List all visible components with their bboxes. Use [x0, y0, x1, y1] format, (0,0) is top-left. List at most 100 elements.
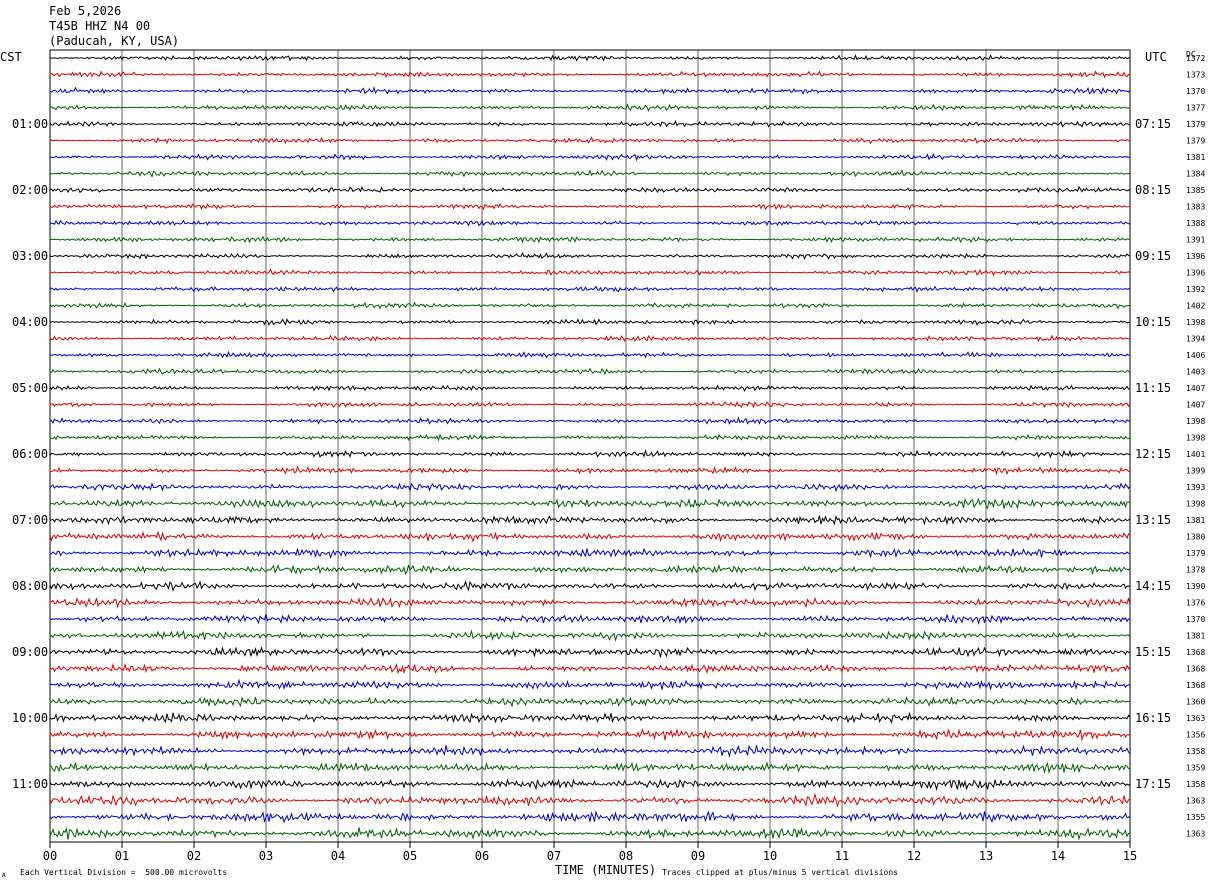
dc-offset-label: 1393 — [1186, 483, 1205, 492]
trace-22 — [49, 400, 1131, 409]
trace-18 — [49, 334, 1131, 343]
dc-offset-label: 1407 — [1186, 401, 1205, 410]
chart-station: T45B HHZ N4 00 — [49, 19, 151, 33]
dc-offset-label: 1394 — [1186, 335, 1205, 344]
dc-offset-label: 1368 — [1186, 648, 1205, 657]
trace-16 — [49, 301, 1131, 310]
dc-offset-label: 1381 — [1186, 153, 1205, 162]
dc-offset-label: 1379 — [1186, 549, 1205, 558]
dc-offset-label: 1396 — [1186, 269, 1205, 278]
dc-offset-label: 1359 — [1186, 764, 1205, 773]
dc-offset-label: 1373 — [1186, 71, 1205, 80]
right-time-label: 10:15 — [1135, 315, 1171, 329]
right-time-label: 13:15 — [1135, 513, 1171, 527]
trace-36 — [49, 629, 1131, 643]
trace-10 — [49, 203, 1131, 211]
dc-offset-label: 1363 — [1186, 714, 1205, 723]
trace-1 — [49, 54, 1131, 62]
x-tick-label-03: 03 — [259, 849, 273, 863]
dc-offset-label: 1381 — [1186, 632, 1205, 641]
x-tick-label-05: 05 — [403, 849, 417, 863]
x-tick-label-10: 10 — [763, 849, 777, 863]
clip-note: Traces clipped at plus/minus 5 vertical … — [662, 868, 899, 877]
chart-date: Feb 5,2026 — [49, 4, 122, 18]
dc-offset-label: 1376 — [1186, 599, 1205, 608]
left-time-label: 03:00 — [12, 249, 48, 263]
trace-24 — [49, 433, 1130, 442]
dc-offset-label: 1381 — [1186, 516, 1205, 525]
left-time-label: 09:00 — [12, 645, 48, 659]
dc-offset-label: 1378 — [1186, 566, 1205, 575]
x-axis-title: TIME (MINUTES) — [555, 863, 657, 877]
dc-offset-label: 1355 — [1186, 813, 1205, 822]
trace-14 — [49, 268, 1131, 277]
left-time-label: 08:00 — [12, 579, 48, 593]
scale-note: Each Vertical Division = 500.00 microvol… — [20, 868, 228, 877]
trace-39 — [49, 678, 1131, 691]
dc-offset-label: 1407 — [1186, 384, 1205, 393]
trace-5 — [49, 119, 1131, 128]
trace-26 — [49, 465, 1131, 476]
trace-44 — [49, 761, 1131, 775]
left-time-label: 01:00 — [12, 117, 48, 131]
trace-48 — [49, 826, 1131, 841]
trace-41 — [49, 711, 1131, 724]
x-tick-label-14: 14 — [1051, 849, 1065, 863]
trace-45 — [49, 778, 1131, 792]
left-time-label: 05:00 — [12, 381, 48, 395]
dc-offset-label: 1398 — [1186, 434, 1205, 443]
trace-13 — [49, 251, 1131, 261]
dc-offset-label: 1356 — [1186, 731, 1205, 740]
left-time-label: 11:00 — [12, 777, 48, 791]
dc-offset-label: 1403 — [1186, 368, 1205, 377]
dc-offset-label: 1372 — [1186, 54, 1205, 63]
dc-offset-label: 1370 — [1186, 87, 1205, 96]
trace-15 — [49, 285, 1131, 293]
x-tick-label-13: 13 — [979, 849, 993, 863]
dc-offset-label: 1360 — [1186, 698, 1205, 707]
x-tick-label-09: 09 — [691, 849, 705, 863]
dc-offset-label: 1363 — [1186, 830, 1205, 839]
corner-mark: A — [2, 872, 6, 879]
dc-offset-label: 1398 — [1186, 500, 1205, 509]
right-time-label: 11:15 — [1135, 381, 1171, 395]
right-time-label: 07:15 — [1135, 117, 1171, 131]
x-tick-label-04: 04 — [331, 849, 345, 863]
trace-25 — [49, 448, 1131, 459]
right-time-label: 15:15 — [1135, 645, 1171, 659]
left-time-label: 07:00 — [12, 513, 48, 527]
x-tick-label-01: 01 — [115, 849, 129, 863]
trace-7 — [49, 153, 1131, 162]
dc-offset-label: 1379 — [1186, 120, 1205, 129]
left-timezone-label: CST — [0, 50, 22, 64]
dc-offset-label: 1390 — [1186, 582, 1205, 591]
trace-30 — [49, 530, 1131, 543]
dc-offset-label: 1399 — [1186, 467, 1205, 476]
left-time-label: 06:00 — [12, 447, 48, 461]
trace-42 — [49, 727, 1131, 742]
trace-33 — [49, 580, 1131, 592]
x-tick-label-15: 15 — [1123, 849, 1137, 863]
trace-20 — [49, 367, 1131, 376]
trace-4 — [49, 103, 1131, 112]
right-time-label: 14:15 — [1135, 579, 1171, 593]
left-time-label: 02:00 — [12, 183, 48, 197]
dc-offset-label: 1370 — [1186, 615, 1205, 624]
trace-21 — [49, 384, 1131, 392]
trace-37 — [49, 646, 1131, 658]
right-time-label: 17:15 — [1135, 777, 1171, 791]
trace-3 — [49, 86, 1131, 95]
trace-32 — [49, 563, 1131, 576]
trace-27 — [49, 482, 1131, 493]
dc-offset-label: 1388 — [1186, 219, 1205, 228]
x-tick-label-08: 08 — [619, 849, 633, 863]
trace-11 — [49, 219, 1131, 227]
trace-38 — [49, 662, 1131, 675]
trace-43 — [49, 744, 1131, 758]
trace-40 — [49, 696, 1131, 708]
trace-17 — [49, 318, 1130, 327]
dc-offset-label: 1379 — [1186, 137, 1205, 146]
trace-9 — [49, 185, 1131, 194]
dc-offset-label: 1398 — [1186, 417, 1205, 426]
right-time-label: 09:15 — [1135, 249, 1171, 263]
